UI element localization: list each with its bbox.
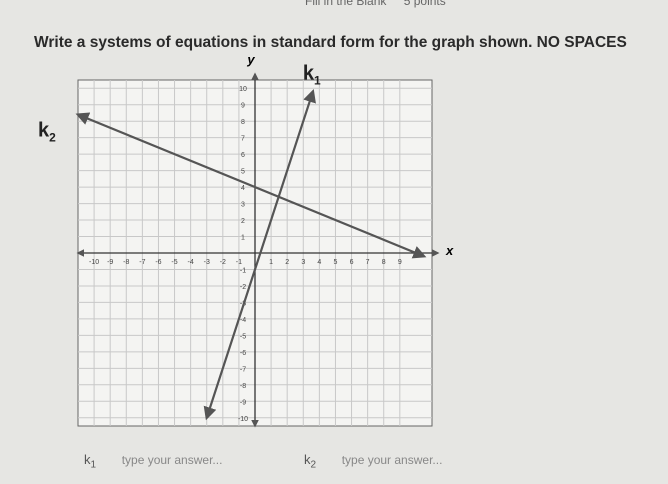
header: Fill in the Blank 5 points <box>305 0 460 8</box>
y-tick-label: 10 <box>239 86 247 93</box>
y-tick-label: -10 <box>238 416 248 423</box>
y-tick-label: 8 <box>241 119 245 126</box>
y-tick-label: 1 <box>241 235 245 242</box>
x-tick-label: -7 <box>139 259 145 266</box>
x-tick-label: -6 <box>155 259 161 266</box>
y-tick-label: 9 <box>241 103 245 110</box>
y-tick-label: -9 <box>240 399 246 406</box>
x-tick-label: -5 <box>171 259 177 266</box>
line-label: k1 <box>303 63 321 88</box>
answer-input[interactable] <box>339 452 454 468</box>
y-tick-label: 4 <box>241 185 245 192</box>
points: 5 points <box>403 0 446 8</box>
graph-line <box>75 112 427 259</box>
question-kind: Fill in the Blank <box>305 0 387 8</box>
answer-1: k1 <box>84 452 234 471</box>
y-tick-label: -4 <box>240 317 246 324</box>
y-tick-label: 7 <box>241 136 245 143</box>
y-tick-label: 5 <box>241 169 245 176</box>
x-tick-label: 7 <box>366 259 370 266</box>
question: Write a systems of equations in standard… <box>34 34 627 51</box>
y-tick-label: 3 <box>241 202 245 209</box>
label-sub: 2 <box>310 459 317 471</box>
label-sub: 1 <box>314 74 321 88</box>
x-tick-label: 1 <box>269 259 273 266</box>
x-tick-label: -3 <box>204 259 210 266</box>
y-tick-label: -2 <box>240 284 246 291</box>
label-letter: k <box>304 452 311 467</box>
answer-input[interactable] <box>119 452 234 468</box>
x-tick-label: -9 <box>107 259 113 266</box>
y-tick-label: 2 <box>241 218 245 225</box>
y-tick-label: -6 <box>240 350 246 357</box>
x-tick-label: 3 <box>301 259 305 266</box>
label-letter: k <box>38 120 50 142</box>
x-tick-label: -1 <box>236 259 242 266</box>
y-tick-label: -5 <box>240 333 246 340</box>
label-sub: 1 <box>90 459 97 471</box>
x-tick-label: 9 <box>398 259 402 266</box>
answer-2: k2 <box>304 452 454 471</box>
x-tick-label: -4 <box>188 259 194 266</box>
x-tick-label: 6 <box>350 259 354 266</box>
line-label: k2 <box>38 120 56 145</box>
label-letter: k <box>84 452 91 467</box>
label-sub: 2 <box>49 131 56 145</box>
y-tick-label: -7 <box>240 366 246 373</box>
x-axis-label: x <box>445 243 454 258</box>
answer-label: k2 <box>304 452 316 471</box>
x-tick-label: 5 <box>334 259 338 266</box>
y-tick-label: 6 <box>241 152 245 159</box>
y-tick-label: -8 <box>240 383 246 390</box>
x-tick-label: 4 <box>317 259 321 266</box>
x-tick-label: 2 <box>285 259 289 266</box>
x-tick-label: -8 <box>123 259 129 266</box>
x-tick-label: -2 <box>220 259 226 266</box>
y-axis-label: y <box>246 52 255 67</box>
label-letter: k <box>303 63 315 85</box>
y-tick-label: -1 <box>240 267 246 274</box>
answer-label: k1 <box>84 452 96 471</box>
x-tick-label: 8 <box>382 259 386 266</box>
x-tick-label: -10 <box>89 259 99 266</box>
